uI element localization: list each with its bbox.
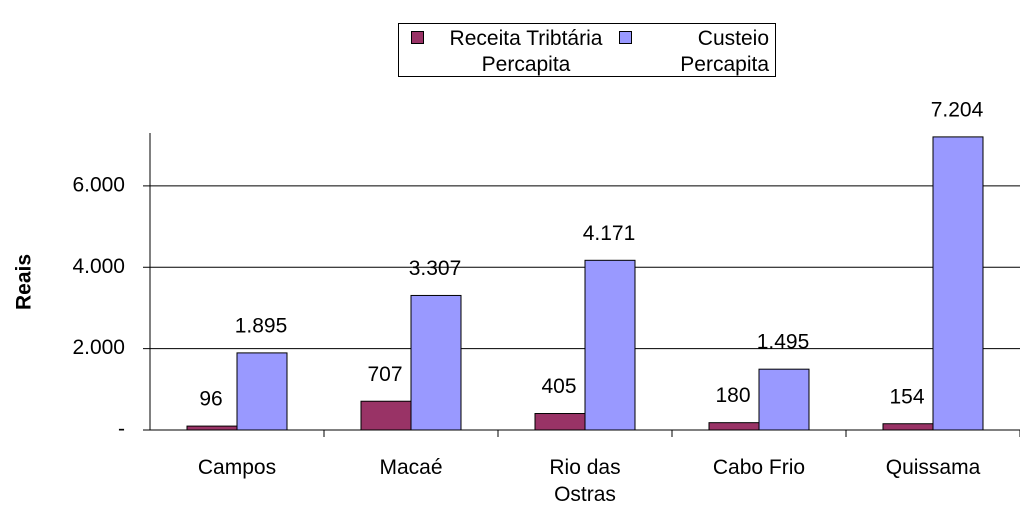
- bar: [932, 136, 984, 431]
- data-label: 1.895: [235, 314, 288, 337]
- x-tick-label: Macaé: [379, 456, 443, 479]
- data-label: 405: [541, 375, 576, 398]
- legend-swatch: [411, 31, 424, 44]
- bar: [360, 400, 412, 431]
- bar: [236, 352, 288, 431]
- data-label: 1.495: [757, 331, 810, 354]
- y-axis-label: Reais: [13, 254, 36, 310]
- legend: Receita Tribtária Percapita Custeio Perca…: [398, 23, 776, 77]
- data-label: 154: [889, 385, 924, 408]
- data-label: 7.204: [931, 98, 984, 121]
- data-label: 707: [367, 363, 402, 386]
- y-tick-label: 6.000: [72, 173, 125, 196]
- data-label: 4.171: [583, 222, 636, 245]
- bar: [882, 423, 934, 431]
- y-tick-label: -: [118, 418, 125, 441]
- data-label: 180: [715, 384, 750, 407]
- x-tick-label: Campos: [197, 456, 277, 479]
- bar: [708, 422, 760, 431]
- bar: [186, 425, 238, 431]
- y-tick-label: 4.000: [72, 255, 125, 278]
- legend-label: Custeio Percapita: [680, 27, 769, 76]
- bar: [758, 368, 810, 431]
- legend-swatch: [619, 31, 632, 44]
- legend-label: Receita Tribtária Percapita: [449, 27, 603, 76]
- data-label: 96: [199, 388, 222, 411]
- bar: [410, 294, 462, 431]
- x-tick-label: Cabo Frio: [712, 456, 806, 479]
- data-label: 3.307: [409, 257, 462, 280]
- x-tick-label: Rio das Ostras: [549, 456, 621, 506]
- y-tick-label: 2.000: [72, 336, 125, 359]
- x-tick-label: Quissama: [885, 456, 981, 479]
- bar: [534, 413, 586, 431]
- bar: [584, 259, 636, 431]
